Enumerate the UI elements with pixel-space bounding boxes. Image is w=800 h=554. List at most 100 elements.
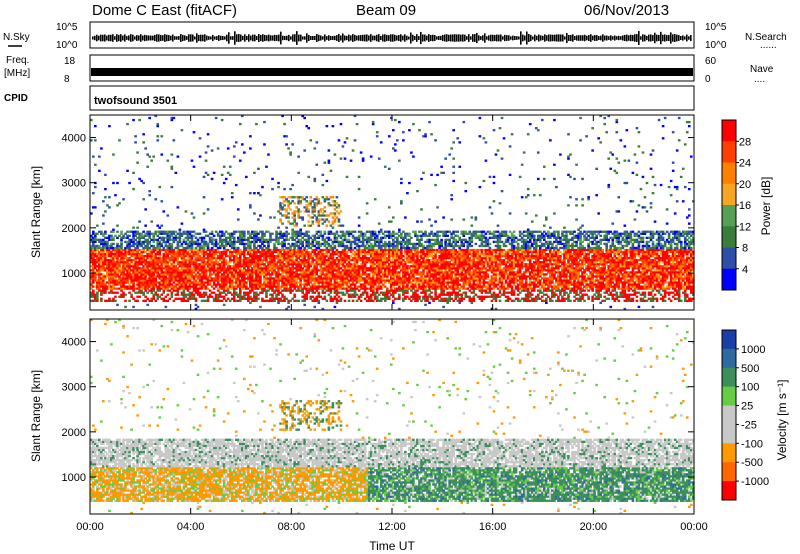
range-cell [118, 281, 121, 284]
range-cell [220, 238, 224, 242]
range-cell [297, 216, 300, 219]
range-cell [353, 254, 357, 258]
range-cell [146, 257, 149, 260]
range-cell [96, 281, 99, 284]
range-cell [329, 283, 333, 286]
range-cell [92, 299, 95, 302]
range-cell [265, 265, 268, 268]
range-cell [214, 277, 218, 280]
range-cell [257, 192, 260, 195]
range-cell [186, 244, 190, 248]
range-cell [375, 281, 379, 284]
range-cell [156, 263, 160, 266]
range-cell [329, 273, 333, 276]
nsky-sample [212, 34, 214, 42]
range-cell [285, 297, 288, 300]
range-cell [313, 204, 317, 207]
range-cell [303, 257, 307, 260]
range-cell [100, 269, 103, 272]
range-cell [236, 218, 240, 221]
range-cell [307, 252, 311, 256]
range-cell [234, 252, 238, 256]
range-cell [291, 200, 294, 203]
range-cell [160, 238, 164, 242]
range-cell [279, 254, 282, 258]
range-cell [303, 295, 307, 298]
range-cell [204, 252, 208, 256]
range-cell [271, 279, 274, 282]
range-cell [152, 246, 156, 250]
range-cell [140, 291, 143, 294]
range-cell [387, 246, 391, 250]
range-cell [188, 244, 192, 248]
range-cell [124, 293, 127, 296]
range-cell [381, 267, 385, 270]
range-cell [343, 141, 347, 144]
nsky-sample [674, 34, 676, 42]
range-cell [263, 232, 266, 235]
range-cell [190, 238, 194, 242]
range-cell [398, 287, 401, 290]
range-cell [317, 218, 321, 221]
range-cell [385, 230, 389, 233]
range-cell [152, 254, 156, 258]
range-cell [180, 244, 184, 248]
range-cell [281, 240, 284, 244]
range-cell [132, 118, 135, 122]
nsky-sample [592, 35, 594, 41]
range-cell [102, 257, 105, 260]
range-cell [303, 281, 307, 284]
range-cell [154, 267, 158, 270]
range-cell [249, 135, 252, 138]
range-cell [371, 248, 375, 252]
range-cell [100, 299, 103, 302]
range-cell [196, 252, 200, 256]
range-cell [319, 295, 323, 298]
range-cell [331, 257, 335, 260]
range-cell [323, 244, 327, 248]
range-cell [230, 269, 234, 272]
range-cell [186, 263, 190, 266]
nsky-sample [138, 35, 140, 41]
range-cell [230, 254, 234, 258]
range-cell [104, 196, 107, 199]
range-cell [144, 267, 147, 270]
range-cell [136, 257, 139, 260]
range-cell [170, 271, 174, 274]
range-cell [188, 257, 192, 260]
range-cell [232, 299, 236, 302]
range-cell [186, 230, 190, 233]
range-cell [373, 230, 377, 233]
range-cell [343, 267, 347, 270]
range-cell [122, 269, 125, 272]
range-cell [116, 252, 119, 256]
range-cell [255, 246, 258, 250]
range-cell [126, 275, 129, 278]
range-cell [156, 281, 160, 284]
range-cell [307, 250, 311, 254]
range-cell [313, 291, 317, 294]
range-cell [176, 240, 180, 244]
range-cell [136, 291, 139, 294]
range-cell [355, 277, 359, 280]
range-cell [196, 289, 200, 292]
range-cell [255, 238, 258, 242]
range-cell [329, 254, 333, 258]
range-cell [287, 261, 290, 264]
range-cell [162, 289, 166, 292]
range-cell [118, 263, 121, 266]
range-cell [253, 232, 256, 235]
range-cell [186, 234, 190, 237]
nsky-sample [554, 34, 556, 42]
range-cell [180, 252, 184, 256]
range-cell [387, 263, 391, 266]
range-cell [136, 151, 139, 154]
range-cell [251, 230, 254, 233]
range-cell [279, 277, 282, 280]
range-cell [299, 200, 302, 203]
range-cell [257, 244, 260, 248]
nsky-sample [378, 34, 380, 42]
range-cell [313, 179, 317, 183]
range-cell [349, 283, 353, 286]
range-cell [166, 236, 170, 240]
